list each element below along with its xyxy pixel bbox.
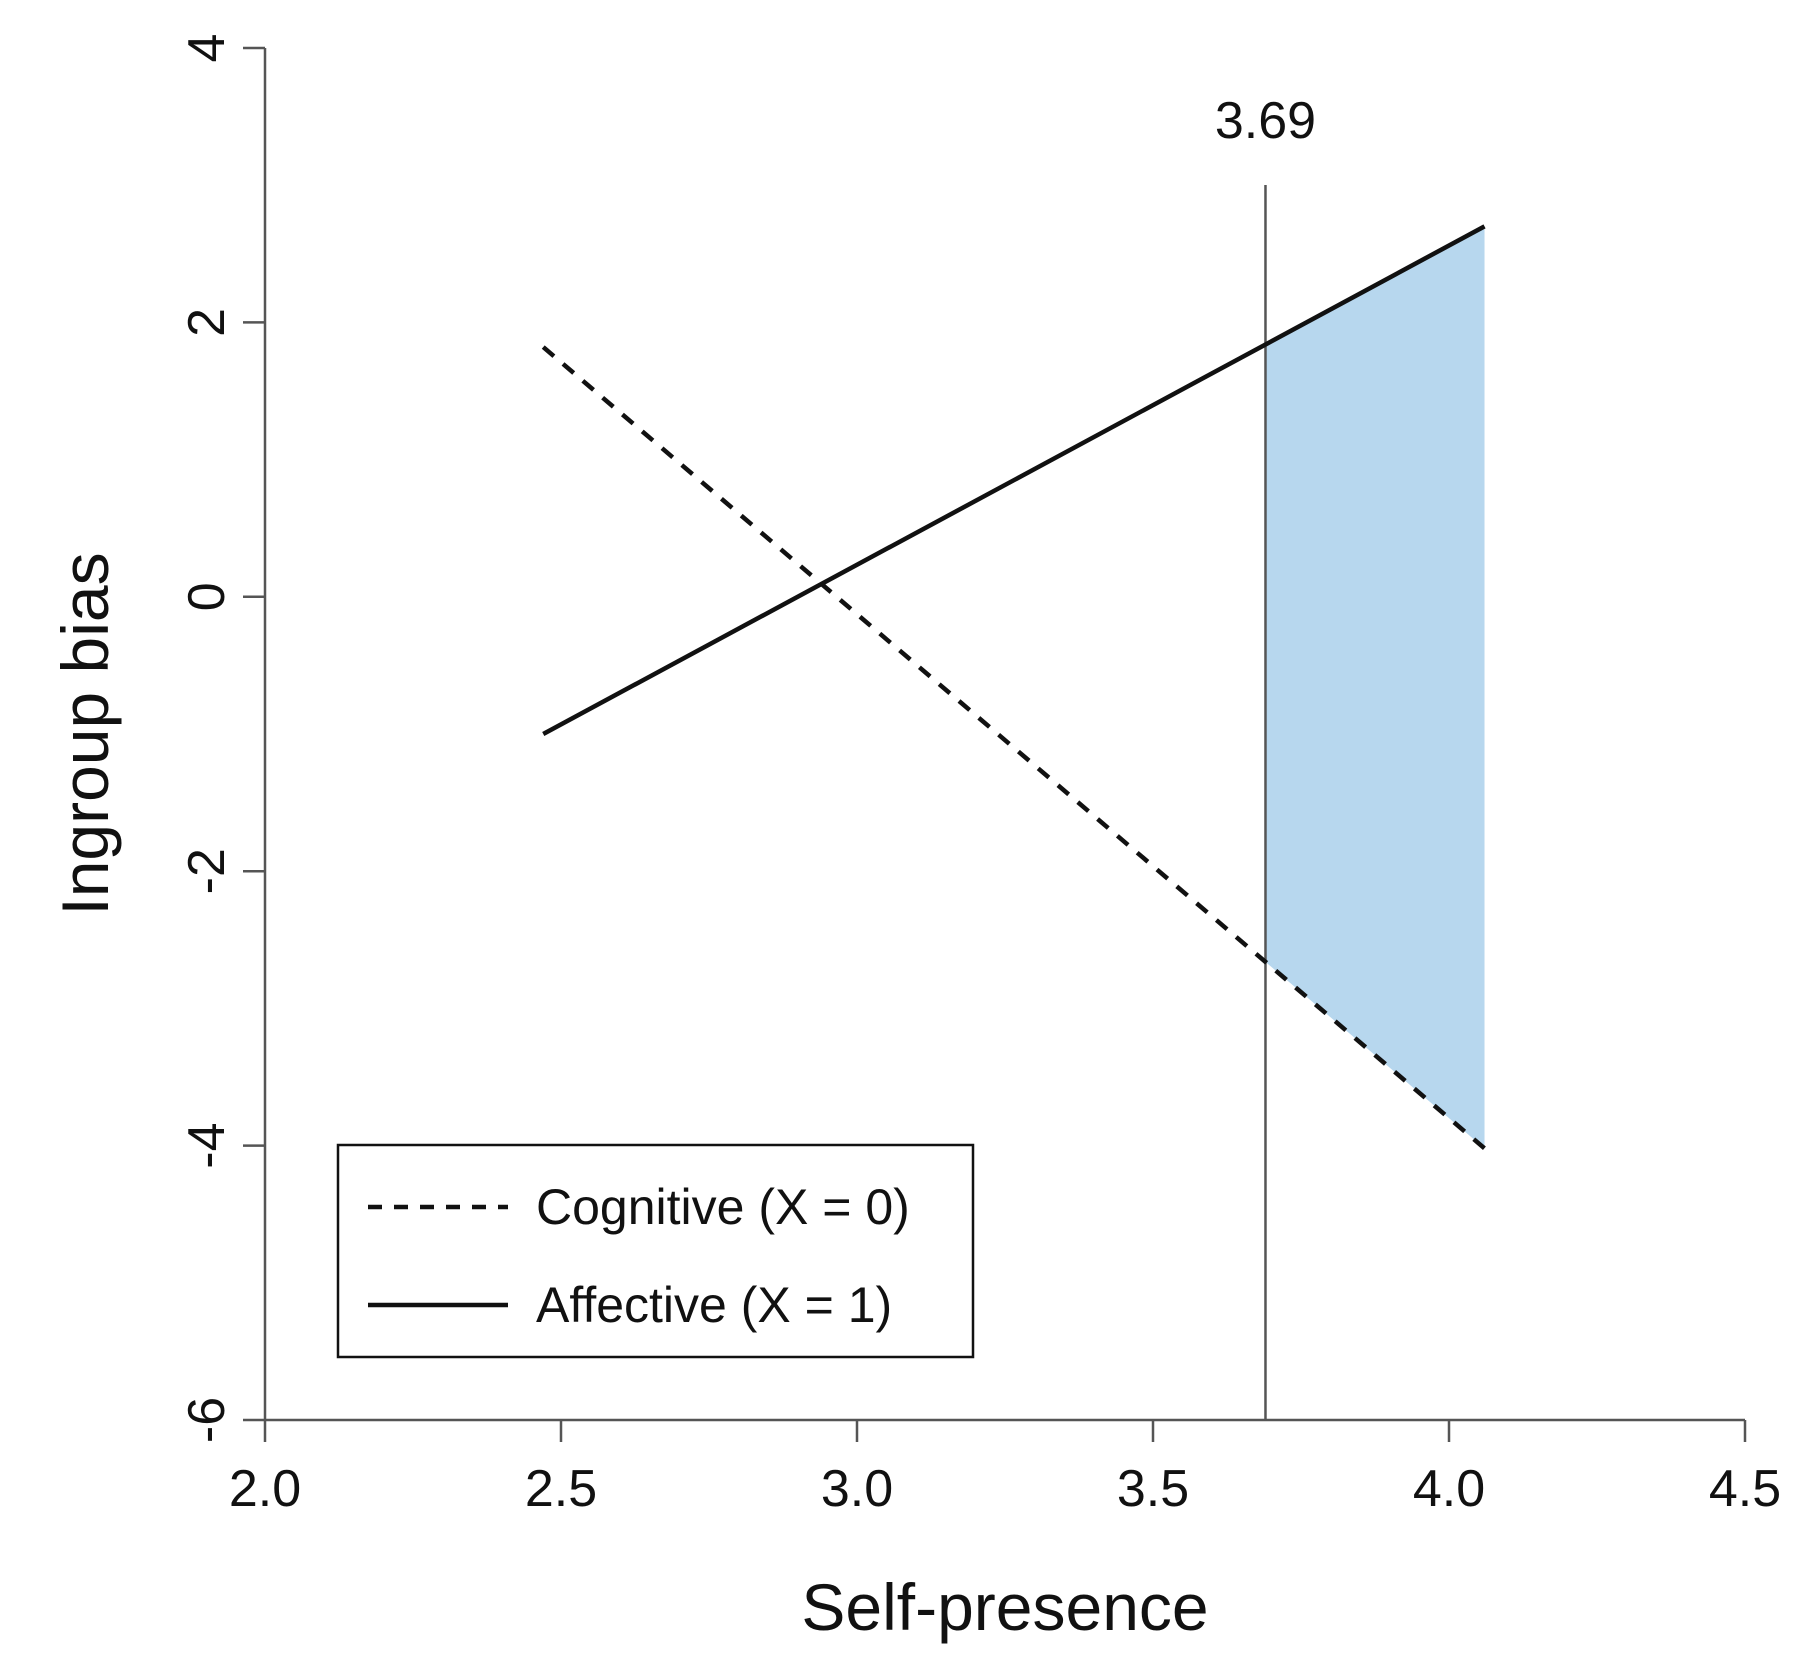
johnson-neyman-label: 3.69 (1215, 92, 1316, 150)
x-tick-label: 4.0 (1413, 1460, 1485, 1518)
series-line-affective (542, 224, 1486, 736)
x-tick-label: 2.0 (229, 1460, 301, 1518)
series-layer (541, 224, 1486, 1151)
y-ticks: -6 -4 -2 0 2 4 (178, 34, 265, 1443)
x-tick-label: 2.5 (525, 1460, 597, 1518)
significance-region-layer (1265, 226, 1485, 1149)
x-axis: 2.0 2.5 3.0 3.5 4.0 4.5 (229, 1418, 1781, 1518)
x-tick-label: 4.5 (1709, 1460, 1781, 1518)
y-tick-label: 2 (178, 308, 236, 337)
legend: Cognitive (X = 0) Affective (X = 1) (336, 1143, 975, 1359)
y-tick-label: -4 (178, 1122, 236, 1168)
significance-region (1265, 226, 1485, 1149)
x-tick-label: 3.0 (821, 1460, 893, 1518)
x-axis-title: Self-presence (801, 1570, 1208, 1644)
legend-label-affective: Affective (X = 1) (536, 1277, 892, 1333)
x-tick-label: 3.5 (1117, 1460, 1189, 1518)
legend-box (336, 1143, 975, 1359)
y-tick-label: -6 (178, 1397, 236, 1443)
legend-label-cognitive: Cognitive (X = 0) (536, 1179, 910, 1235)
x-ticks: 2.0 2.5 3.0 3.5 4.0 4.5 (229, 1420, 1781, 1518)
y-axis-title: Ingroup bias (48, 552, 122, 915)
y-tick-label: 0 (178, 582, 236, 611)
y-axis: -6 -4 -2 0 2 4 (178, 34, 267, 1443)
y-tick-label: 4 (178, 34, 236, 63)
y-tick-label: -2 (178, 848, 236, 894)
